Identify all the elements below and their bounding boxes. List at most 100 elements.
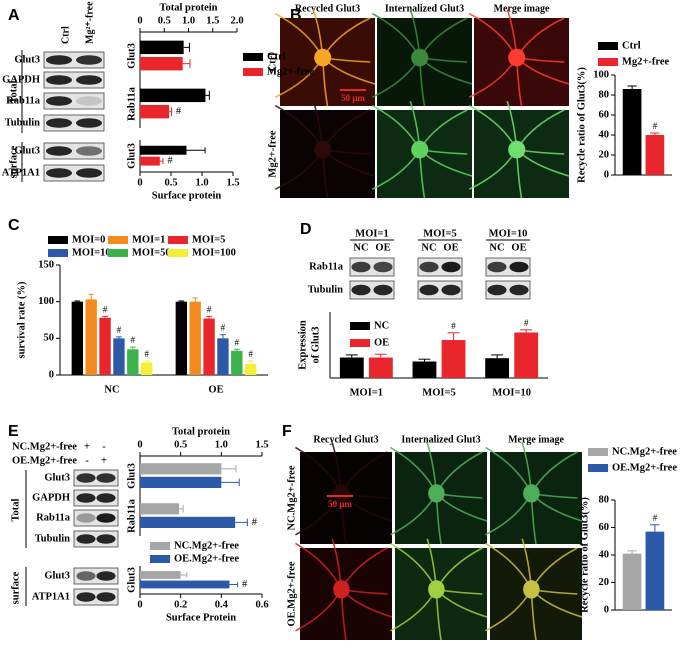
bar (231, 350, 243, 375)
category-label: Glut3 (126, 463, 137, 489)
legend-label: Ctrl (267, 51, 286, 62)
x-tick-label: 0.4 (215, 599, 229, 610)
x-tick-label: 0 (137, 599, 142, 610)
panel-letter: B (290, 7, 302, 24)
legend-label: Mg2+-free (622, 56, 670, 67)
y-tick-label: 0 (49, 369, 54, 380)
blot-band (96, 473, 116, 483)
x-tick-label: 0 (137, 177, 142, 188)
blot-band (75, 96, 103, 106)
x-tick-label: 2.0 (230, 15, 243, 26)
blot-band (76, 571, 96, 581)
lane-sign: + (84, 441, 90, 452)
legend-label: MOI=1 (132, 234, 165, 245)
group-label: surface (8, 145, 19, 178)
blot-band (373, 284, 393, 296)
x-tick-label: 1.0 (182, 15, 195, 26)
legend-swatch (350, 339, 370, 347)
row-label: Rab11a (309, 261, 344, 272)
y-tick-label: 80 (599, 89, 610, 100)
bar (140, 362, 153, 375)
blot-band (441, 284, 461, 296)
condition-label: OE.Mg2+-free (12, 455, 77, 466)
legend-label: Ctrl (622, 40, 641, 51)
category-label: MOI=1 (350, 387, 383, 398)
blot-band (76, 473, 96, 483)
blot-band (96, 513, 116, 523)
soma (314, 140, 332, 159)
legend-label: MOI=5 (192, 234, 225, 245)
bar (113, 338, 125, 375)
blot-band (76, 592, 96, 602)
row-label: Rab11a (6, 95, 41, 106)
legend-label: NC.Mg2+-free (174, 540, 239, 551)
y-axis-title: Recycle ratio of Glut3(%) (576, 67, 587, 183)
lane-label: OE (443, 242, 458, 253)
x-tick-label: 1.5 (255, 439, 268, 450)
x-tick-label: 0.2 (174, 599, 187, 610)
legend-swatch (48, 236, 68, 244)
x-tick-label: 1.5 (206, 15, 219, 26)
y-tick-label: 0 (604, 169, 609, 180)
bar (140, 476, 222, 488)
bar (140, 503, 180, 515)
legend-swatch (168, 236, 188, 244)
category-label: Rab11a (126, 86, 137, 121)
y-axis-title: survival rate (%) (16, 281, 27, 358)
legend-label: OE.Mg2+-free (612, 462, 677, 473)
y-tick-label: 100 (593, 69, 609, 80)
bar (140, 104, 170, 119)
category-label: Glut3 (126, 567, 137, 593)
row-label: ATP1A1 (2, 167, 40, 178)
category-label: NC (104, 384, 119, 395)
legend-swatch (588, 448, 608, 456)
group-label: Total (10, 498, 21, 521)
legend-swatch (168, 249, 188, 257)
soma (508, 140, 526, 159)
bar (127, 349, 139, 375)
row-label: Mg2+-free (267, 130, 278, 178)
y-tick-label: 50 (44, 333, 55, 344)
significance-mark: # (252, 517, 258, 528)
blot-band (45, 118, 73, 128)
legend-label: OE (374, 337, 389, 348)
x-tick-label: 0.5 (164, 177, 177, 188)
legend-swatch (598, 42, 618, 50)
row-label: Glut3 (14, 145, 40, 156)
soma (333, 580, 350, 599)
significance-mark: # (653, 513, 658, 523)
bar (368, 357, 393, 378)
bar (85, 299, 97, 375)
blot-band (373, 261, 393, 273)
group-label: MOI=1 (355, 228, 388, 239)
blot-band (45, 168, 73, 178)
bar (244, 364, 257, 375)
bar (622, 89, 642, 175)
y-tick-label: 20 (599, 577, 610, 588)
column-header: Merge image (494, 3, 550, 14)
column-header: Recycled Glut3 (313, 434, 378, 445)
row-label: Tubulin (35, 533, 70, 544)
blot-band (75, 118, 103, 128)
column-header: Recycled Glut3 (295, 3, 360, 14)
blot-band (509, 284, 529, 296)
panel-letter: A (8, 7, 20, 24)
significance-mark: # (117, 325, 122, 335)
blot-band (419, 261, 439, 273)
row-label: Tubulin (308, 284, 343, 295)
significance-mark: # (248, 349, 253, 359)
lane-label: OE (375, 242, 390, 253)
blot-band (75, 168, 103, 178)
blot-band (45, 146, 73, 156)
column-header: Internalized Glut3 (385, 3, 464, 14)
bar (514, 332, 539, 378)
blot-band (45, 96, 73, 106)
group-label: surface (10, 571, 21, 604)
lane-sign: + (101, 455, 107, 466)
soma (314, 48, 332, 67)
significance-mark: # (524, 318, 529, 328)
y-axis-title: of Glut3 (310, 326, 321, 363)
significance-mark: # (451, 321, 456, 331)
y-tick-label: 20 (599, 149, 610, 160)
